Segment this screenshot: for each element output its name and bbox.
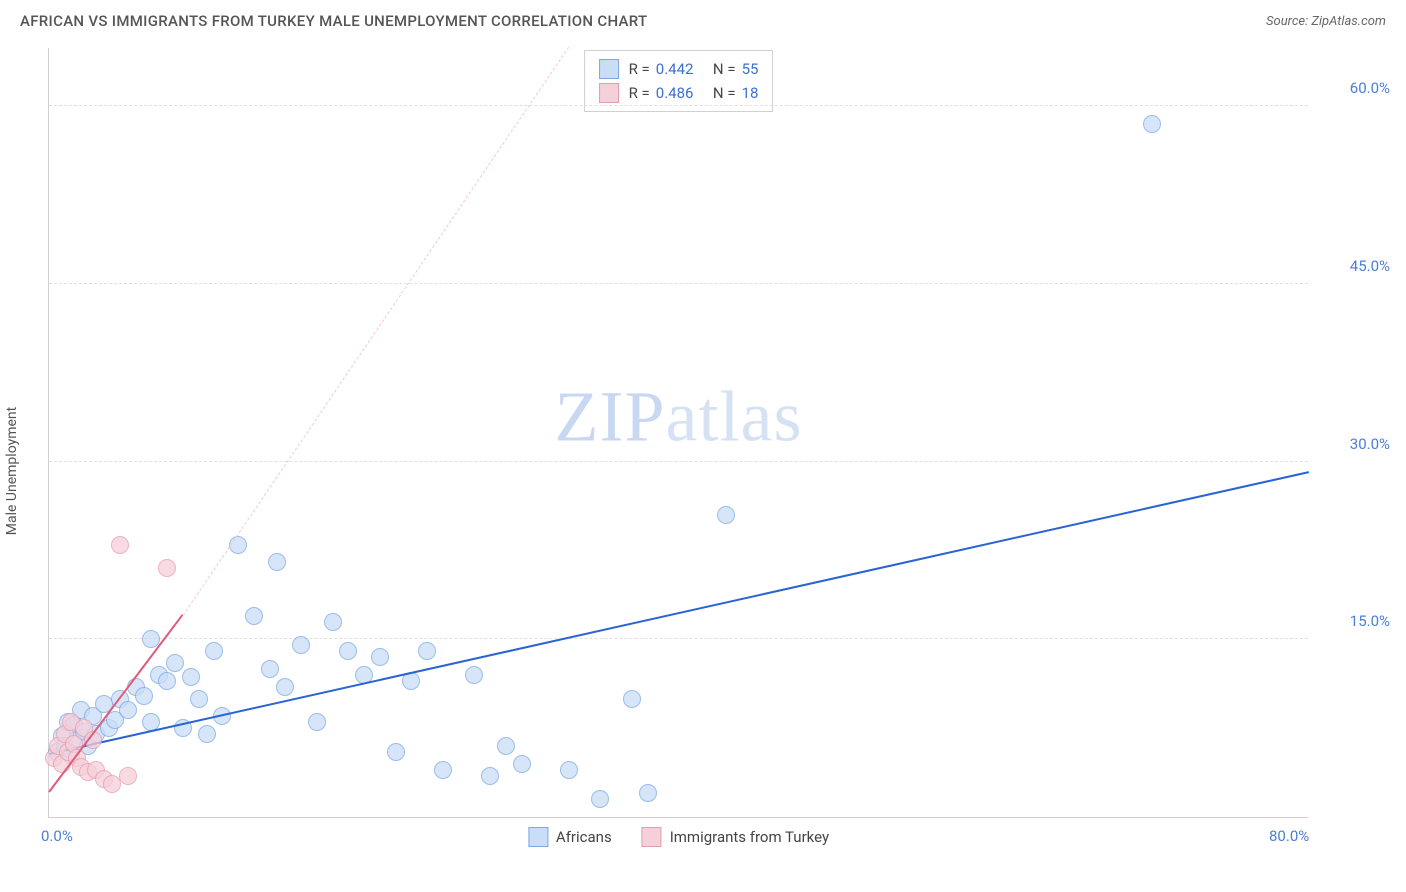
y-tick-label: 45.0% (1320, 257, 1390, 275)
watermark-atlas: atlas (666, 377, 803, 457)
data-point (268, 553, 286, 571)
data-point (276, 678, 294, 696)
legend-swatch (528, 827, 548, 847)
grid-line (49, 105, 1308, 106)
correlation-text: R = 0.486 N = 18 (629, 84, 759, 102)
correlation-row: R = 0.486 N = 18 (599, 81, 759, 105)
data-point (497, 737, 515, 755)
x-tick-label: 0.0% (41, 827, 73, 845)
watermark-zip: ZIP (555, 377, 666, 457)
data-point (119, 701, 137, 719)
data-point (324, 613, 342, 631)
data-point (198, 725, 216, 743)
series-legend-label: Immigrants from Turkey (670, 828, 829, 846)
data-point (717, 506, 735, 524)
correlation-text: R = 0.442 N = 55 (629, 60, 759, 78)
data-point (182, 668, 200, 686)
trend-line (182, 46, 569, 615)
x-tick-label: 80.0% (1269, 827, 1309, 845)
data-point (1143, 115, 1161, 133)
data-point (465, 666, 483, 684)
trend-line (49, 471, 1309, 755)
watermark: ZIPatlas (555, 376, 803, 459)
y-axis-label: Male Unemployment (4, 407, 20, 535)
data-point (135, 687, 153, 705)
data-point (158, 672, 176, 690)
data-point (292, 636, 310, 654)
grid-line (49, 283, 1308, 284)
data-point (111, 536, 129, 554)
data-point (591, 790, 609, 808)
series-legend-label: Africans (556, 828, 612, 846)
data-point (481, 767, 499, 785)
trend-line (48, 614, 183, 793)
series-legend: Africans Immigrants from Turkey (528, 827, 829, 847)
data-point (371, 648, 389, 666)
data-point (308, 713, 326, 731)
correlation-legend: R = 0.442 N = 55 R = 0.486 N = 18 (584, 50, 774, 112)
data-point (639, 784, 657, 802)
y-tick-label: 30.0% (1320, 435, 1390, 453)
chart-source: Source: ZipAtlas.com (1266, 14, 1386, 29)
data-point (245, 607, 263, 625)
chart-wrap: Male Unemployment ZIPatlas R = 0.442 N =… (0, 38, 1406, 888)
y-tick-label: 15.0% (1320, 612, 1390, 630)
data-point (434, 761, 452, 779)
data-point (261, 660, 279, 678)
data-point (513, 755, 531, 773)
data-point (190, 690, 208, 708)
data-point (166, 654, 184, 672)
data-point (205, 642, 223, 660)
chart-header: AFRICAN VS IMMIGRANTS FROM TURKEY MALE U… (0, 0, 1406, 38)
grid-line (49, 461, 1308, 462)
legend-swatch (599, 83, 619, 103)
data-point (418, 642, 436, 660)
data-point (560, 761, 578, 779)
data-point (623, 690, 641, 708)
data-point (339, 642, 357, 660)
legend-swatch (599, 59, 619, 79)
chart-title: AFRICAN VS IMMIGRANTS FROM TURKEY MALE U… (20, 12, 647, 30)
data-point (119, 767, 137, 785)
series-legend-item: Immigrants from Turkey (642, 827, 829, 847)
series-legend-item: Africans (528, 827, 612, 847)
grid-line (49, 638, 1308, 639)
y-tick-label: 60.0% (1320, 79, 1390, 97)
correlation-row: R = 0.442 N = 55 (599, 57, 759, 81)
data-point (387, 743, 405, 761)
legend-swatch (642, 827, 662, 847)
plot-area: ZIPatlas R = 0.442 N = 55 R = 0.486 N = 1… (48, 48, 1308, 818)
data-point (158, 559, 176, 577)
